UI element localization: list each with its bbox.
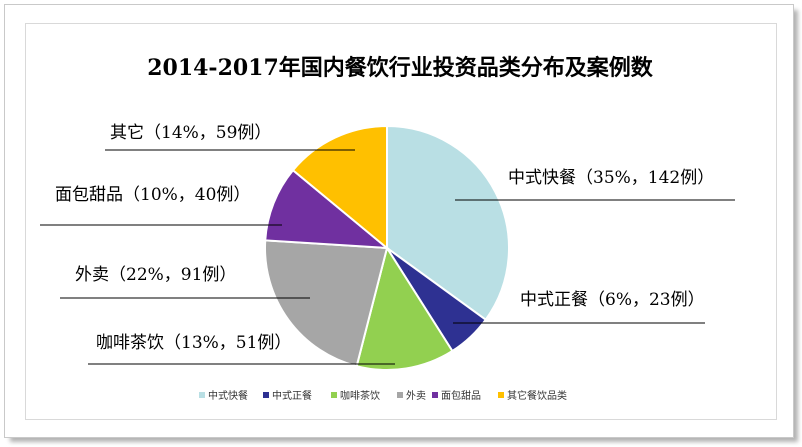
legend-label-3: 咖啡茶饮 [340,389,380,402]
data-label-3: 咖啡茶饮（13%，51例） [96,333,291,353]
pie-slices [264,124,510,371]
legend-label-2: 中式正餐 [272,389,312,402]
legend-swatch-3 [331,392,337,398]
data-label-6: 其它（14%，59例） [110,123,271,143]
legend-swatch-6 [498,392,504,398]
legend-swatch-4 [397,392,403,398]
pie-slice-3 [355,245,454,371]
pie-slice-1 [386,124,510,322]
legend-swatch-2 [263,392,269,398]
pie-slice-6 [291,124,388,251]
legend-swatch-5 [432,392,438,398]
legend-swatch-1 [199,392,205,398]
chart-title: 2014-2017年国内餐饮行业投资品类分布及案例数 [147,55,654,81]
legend-label-1: 中式快餐 [208,389,248,402]
legend-label-5: 面包甜品 [441,389,481,402]
data-label-4: 外卖（22%，91例） [75,265,236,285]
data-label-5: 面包甜品（10%，40例） [55,185,250,205]
data-label-1: 中式快餐（35%，142例） [508,168,714,188]
data-labels: 中式快餐（35%，142例） 中式正餐（6%，23例） 咖啡茶饮（13%，51例） 外… [55,123,714,353]
chart-legend: 中式快餐 中式正餐 咖啡茶饮 外卖 面包甜品 其它餐饮品类 [199,389,567,402]
pie-slice-5 [264,168,391,250]
legend-label-6: 其它餐饮品类 [507,389,567,402]
legend-label-4: 外卖 [406,390,426,402]
pie-slice-4 [264,239,389,368]
data-label-2: 中式正餐（6%，23例） [520,290,705,310]
label-leader-lines [40,149,735,365]
